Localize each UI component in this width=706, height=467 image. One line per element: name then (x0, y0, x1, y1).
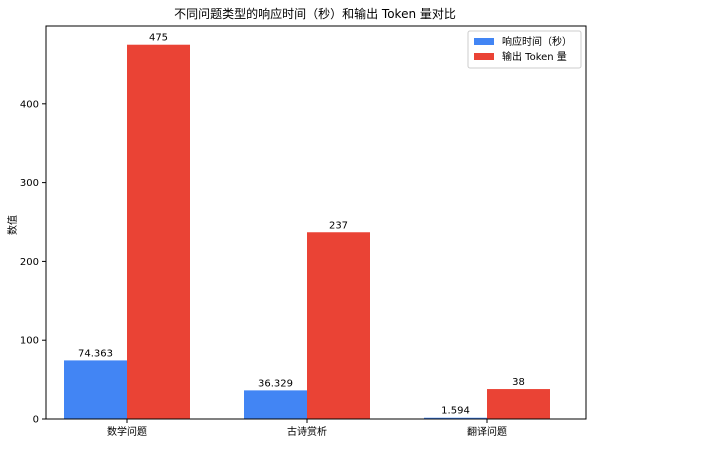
x-tick-label: 数学问题 (107, 425, 147, 438)
bar-data-label: 475 (149, 33, 168, 44)
y-tick-label: 200 (20, 257, 39, 268)
y-axis-label: 数值 (6, 215, 19, 235)
bar-data-label: 36.329 (258, 378, 293, 389)
legend-entry-label: 响应时间（秒） (502, 35, 572, 48)
bar-output-tokens (127, 44, 190, 419)
bar-response-time (64, 360, 127, 419)
legend-frame (467, 30, 582, 69)
y-tick-label: 100 (20, 336, 39, 347)
bar-response-time (244, 390, 307, 419)
bar-response-time (424, 417, 487, 419)
chart-title: 不同问题类型的响应时间（秒）和输出 Token 量对比 (174, 6, 456, 21)
legend-swatch (474, 38, 494, 45)
legend-entry-label: 输出 Token 量 (502, 50, 567, 63)
bar-output-tokens (307, 232, 370, 419)
bar-output-tokens (487, 389, 550, 419)
y-tick-label: 0 (33, 415, 39, 426)
y-tick-label: 400 (20, 99, 39, 110)
bar-data-label: 74.363 (78, 348, 113, 359)
legend: 响应时间（秒） 输出 Token 量 (467, 30, 582, 69)
legend-swatch (474, 53, 494, 60)
y-tick-label: 300 (20, 178, 39, 189)
x-tick-label: 古诗赏析 (287, 425, 327, 438)
plot-frame (45, 25, 587, 420)
plot-area: 0 100 200 300 400 数学问题 74.363 475 古诗赏析 36.329 237 翻… (20, 33, 550, 438)
x-tick-label: 翻译问题 (467, 425, 507, 438)
bar-data-label: 38 (512, 377, 525, 388)
bar-data-label: 1.594 (441, 406, 470, 417)
bar-data-label: 237 (329, 220, 348, 231)
